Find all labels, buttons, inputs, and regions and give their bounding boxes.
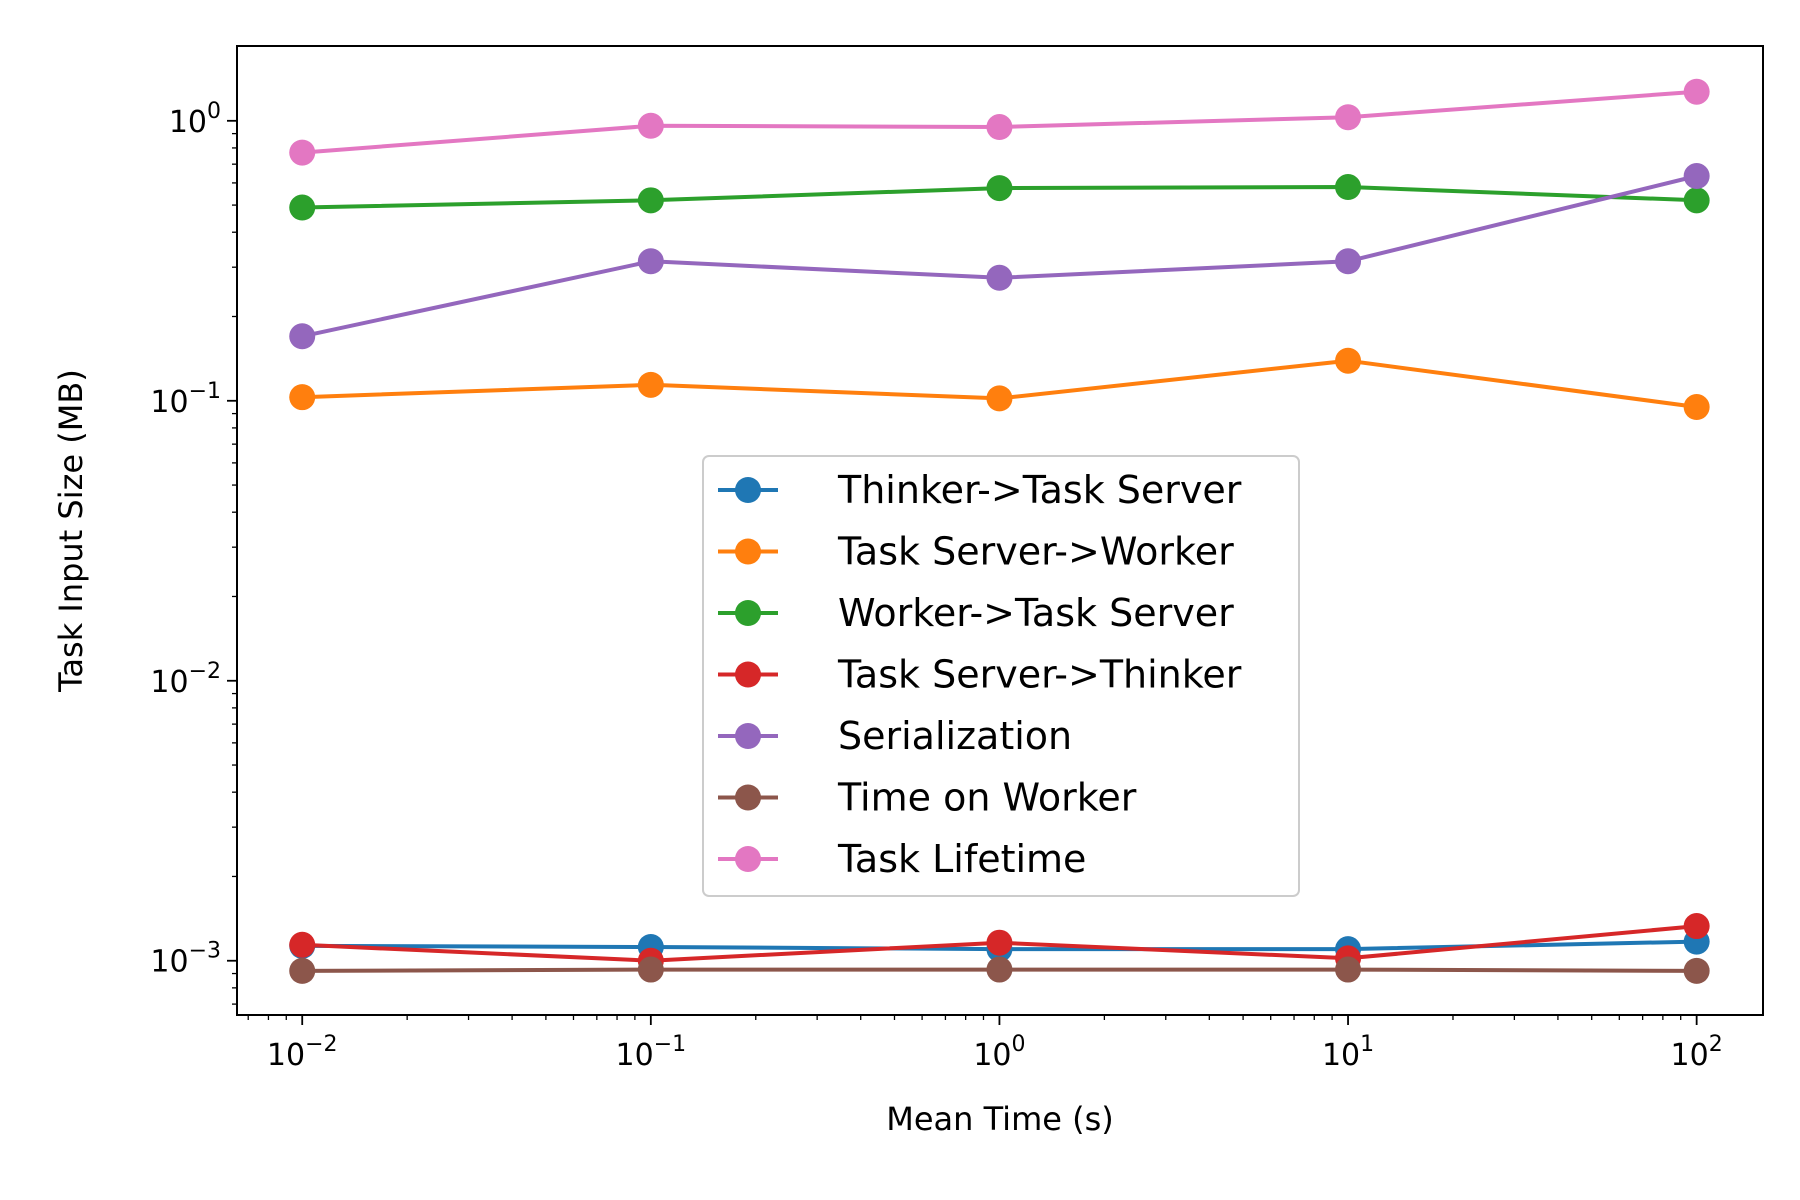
- legend-item: Time on Worker: [718, 776, 1137, 820]
- x-tick-base: 10: [973, 1038, 1011, 1073]
- data-point: [289, 384, 316, 411]
- x-tick-exponent: 0: [1012, 1032, 1026, 1057]
- data-point: [289, 957, 316, 984]
- legend-marker: [735, 784, 761, 811]
- data-point: [1335, 248, 1362, 275]
- legend-label: Task Server->Worker: [837, 530, 1234, 574]
- data-point: [986, 929, 1013, 956]
- legend-marker: [735, 600, 761, 626]
- legend-marker: [735, 661, 761, 688]
- y-tick-exponent: −2: [189, 659, 221, 684]
- y-tick-label: 100: [169, 99, 221, 140]
- series-1: [289, 347, 1710, 421]
- legend-item: Serialization: [718, 714, 1072, 758]
- legend-item: Task Lifetime: [718, 837, 1086, 881]
- data-point: [637, 371, 664, 398]
- data-point: [289, 194, 316, 221]
- series-4: [289, 163, 1710, 350]
- y-tick-exponent: −3: [189, 939, 221, 964]
- x-tick-label: 100: [973, 1032, 1025, 1073]
- legend-marker: [735, 723, 761, 749]
- legend-box: [702, 455, 1300, 897]
- x-tick-exponent: −2: [305, 1032, 337, 1057]
- x-tick-label: 102: [1671, 1032, 1723, 1073]
- legend-label: Thinker->Task Server: [837, 468, 1242, 512]
- series-layer: [289, 78, 1710, 984]
- x-tick-base: 10: [1671, 1038, 1709, 1073]
- legend-label: Serialization: [838, 714, 1072, 758]
- y-tick-base: 10: [150, 665, 188, 700]
- legend-item: Task Server->Thinker: [718, 653, 1242, 697]
- series-6: [289, 78, 1710, 166]
- y-tick-base: 10: [169, 105, 207, 140]
- data-point: [289, 931, 316, 958]
- data-point: [1335, 104, 1362, 131]
- data-point: [986, 264, 1013, 291]
- y-tick-label: 10−2: [150, 659, 221, 700]
- legend-marker: [735, 538, 761, 565]
- legend-item: Thinker->Task Server: [718, 468, 1242, 512]
- legend-item: Worker->Task Server: [718, 591, 1234, 635]
- data-point: [1683, 78, 1710, 105]
- y-axis-title: Task Input Size (MB): [52, 369, 90, 693]
- data-point: [1335, 174, 1362, 201]
- x-axis: 10−2 10−1 100 101 102: [247, 1015, 1723, 1073]
- data-point: [1683, 913, 1710, 940]
- data-point: [986, 175, 1013, 202]
- legend-marker: [735, 846, 761, 872]
- series-3: [289, 913, 1710, 974]
- x-tick-label: 10−2: [267, 1032, 338, 1073]
- data-point: [1683, 187, 1710, 214]
- legend-marker: [735, 477, 761, 503]
- series-5: [289, 956, 1710, 984]
- legend-label: Worker->Task Server: [838, 591, 1234, 635]
- series-2: [289, 174, 1710, 221]
- y-tick-base: 10: [150, 385, 188, 420]
- x-tick-label: 10−1: [616, 1032, 687, 1073]
- x-tick-exponent: 1: [1360, 1032, 1374, 1057]
- data-point: [637, 248, 664, 275]
- x-tick-exponent: 2: [1709, 1032, 1723, 1057]
- legend-label: Task Lifetime: [837, 837, 1086, 881]
- legend-item: Task Server->Worker: [718, 530, 1234, 574]
- x-tick-base: 10: [616, 1038, 654, 1073]
- y-tick-base: 10: [150, 945, 188, 980]
- y-tick-exponent: 0: [207, 99, 221, 124]
- legend: Thinker->Task Server Task Server->Worker W…: [702, 455, 1300, 897]
- x-tick-label: 101: [1322, 1032, 1374, 1073]
- x-tick-base: 10: [267, 1038, 305, 1073]
- data-point: [1335, 956, 1362, 983]
- legend-label: Time on Worker: [837, 776, 1137, 820]
- x-tick-base: 10: [1322, 1038, 1360, 1073]
- legend-label: Task Server->Thinker: [837, 653, 1242, 697]
- data-point: [1683, 163, 1710, 190]
- data-point: [289, 323, 316, 350]
- x-axis-title: Mean Time (s): [886, 1100, 1113, 1138]
- data-point: [986, 114, 1013, 141]
- y-tick-exponent: −1: [189, 379, 221, 404]
- data-point: [1335, 347, 1362, 374]
- data-point: [637, 956, 664, 983]
- data-point: [986, 385, 1013, 412]
- data-point: [637, 187, 664, 214]
- data-point: [1683, 957, 1710, 984]
- data-point: [637, 112, 664, 139]
- data-point: [289, 139, 316, 166]
- y-tick-label: 10−3: [150, 939, 221, 980]
- x-tick-exponent: −1: [654, 1032, 686, 1057]
- data-point: [1683, 394, 1710, 421]
- data-point: [986, 956, 1013, 983]
- y-tick-label: 10−1: [150, 379, 221, 420]
